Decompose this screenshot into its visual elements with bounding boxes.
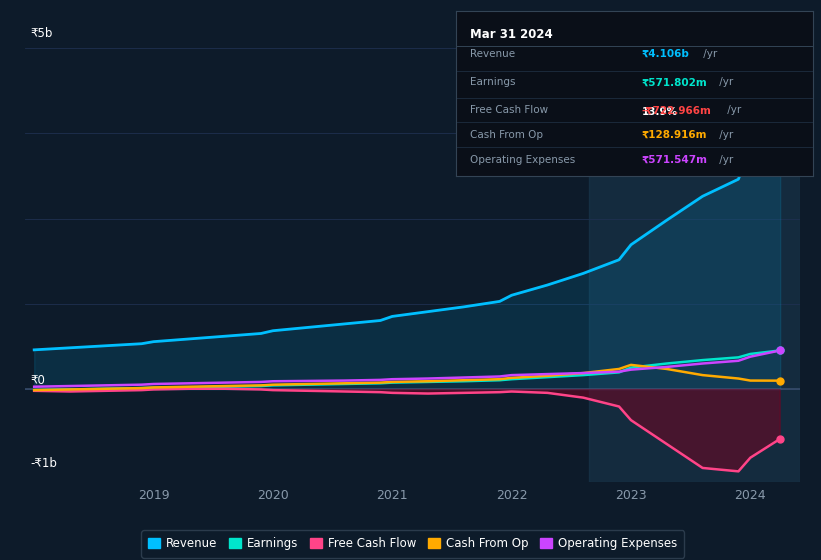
Text: /yr: /yr: [723, 105, 741, 115]
Text: Operating Expenses: Operating Expenses: [470, 155, 576, 165]
Text: -₹722.966m: -₹722.966m: [641, 105, 711, 115]
Text: Mar 31 2024: Mar 31 2024: [470, 28, 553, 41]
Text: /yr: /yr: [700, 49, 718, 59]
Text: 13.9%: 13.9%: [641, 107, 677, 117]
Text: ₹4.106b: ₹4.106b: [641, 49, 690, 59]
Text: ₹5b: ₹5b: [30, 27, 53, 40]
Text: /yr: /yr: [716, 77, 733, 87]
Text: ₹128.916m: ₹128.916m: [641, 130, 707, 140]
Text: Free Cash Flow: Free Cash Flow: [470, 105, 548, 115]
Text: Cash From Op: Cash From Op: [470, 130, 543, 140]
Text: Revenue: Revenue: [470, 49, 515, 59]
Text: /yr: /yr: [716, 130, 733, 140]
Text: -₹1b: -₹1b: [30, 457, 57, 470]
Text: /yr: /yr: [716, 155, 733, 165]
Text: ₹0: ₹0: [30, 374, 45, 387]
Legend: Revenue, Earnings, Free Cash Flow, Cash From Op, Operating Expenses: Revenue, Earnings, Free Cash Flow, Cash …: [141, 530, 684, 558]
Text: ₹571.802m: ₹571.802m: [641, 77, 707, 87]
Text: ₹571.547m: ₹571.547m: [641, 155, 708, 165]
Text: Earnings: Earnings: [470, 77, 516, 87]
Bar: [589, 14, 800, 482]
